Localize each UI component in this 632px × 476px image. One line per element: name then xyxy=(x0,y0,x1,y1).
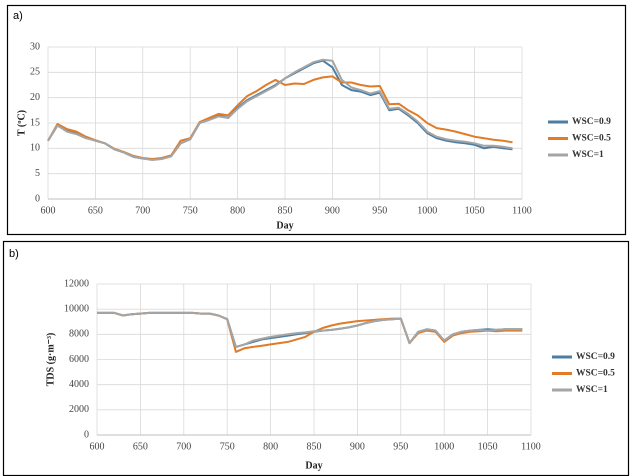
y-axis-title: T (ºC) xyxy=(16,110,27,136)
x-tick-label: 700 xyxy=(176,441,191,452)
y-tick-label: 25 xyxy=(30,67,40,78)
x-axis-title: Day xyxy=(305,460,322,471)
y-tick-label: 10 xyxy=(30,143,40,154)
y-tick-label: 20 xyxy=(30,92,40,103)
x-tick-label: 1100 xyxy=(512,205,532,216)
x-axis-title: Day xyxy=(276,220,293,231)
series-line xyxy=(47,58,513,161)
panel-label: a) xyxy=(13,10,23,22)
x-tick-label: 850 xyxy=(278,205,293,216)
series-line xyxy=(97,311,523,348)
legend-label: WSC=1 xyxy=(576,385,608,395)
x-tick-label: 750 xyxy=(183,205,198,216)
x-tick-label: 750 xyxy=(220,441,235,452)
legend-label: WSC=0.5 xyxy=(572,134,611,144)
legend-label: WSC=1 xyxy=(572,150,604,160)
x-tick-label: 850 xyxy=(307,441,322,452)
x-tick-label: 1050 xyxy=(478,441,498,452)
x-tick-label: 1050 xyxy=(465,205,485,216)
y-tick-label: 4000 xyxy=(69,379,89,390)
x-tick-label: 650 xyxy=(88,205,103,216)
legend-label: WSC=0.5 xyxy=(576,369,615,379)
x-tick-label: 800 xyxy=(230,205,245,216)
y-tick-label: 8000 xyxy=(69,329,89,340)
x-tick-label: 800 xyxy=(263,441,278,452)
x-tick-label: 950 xyxy=(393,441,408,452)
x-tick-label: 1000 xyxy=(417,205,437,216)
y-tick-label: 5 xyxy=(35,168,40,179)
legend-label: WSC=0.9 xyxy=(572,117,611,127)
y-tick-label: 10000 xyxy=(64,303,89,314)
y-tick-label: 6000 xyxy=(69,354,89,365)
y-axis-title: TDS (g·m⁻³) xyxy=(45,333,56,387)
y-tick-label: 15 xyxy=(30,117,40,128)
series-line xyxy=(47,75,513,160)
series-line xyxy=(47,59,513,161)
x-tick-label: 700 xyxy=(135,205,150,216)
legend-label: WSC=0.9 xyxy=(576,352,615,362)
y-tick-label: 30 xyxy=(30,41,40,52)
x-tick-label: 900 xyxy=(350,441,365,452)
series-line xyxy=(97,311,523,348)
x-tick-label: 900 xyxy=(325,205,340,216)
y-tick-label: 0 xyxy=(84,429,89,440)
x-tick-label: 1000 xyxy=(434,441,454,452)
panel-a-frame xyxy=(6,4,627,236)
x-tick-label: 1100 xyxy=(521,441,541,452)
x-tick-label: 600 xyxy=(90,441,105,452)
x-tick-label: 950 xyxy=(372,205,387,216)
panel-label: b) xyxy=(9,248,19,260)
y-tick-label: 0 xyxy=(35,193,40,204)
y-tick-label: 12000 xyxy=(64,278,89,289)
x-tick-label: 650 xyxy=(133,441,148,452)
x-tick-label: 600 xyxy=(41,205,56,216)
y-tick-label: 2000 xyxy=(69,404,89,415)
